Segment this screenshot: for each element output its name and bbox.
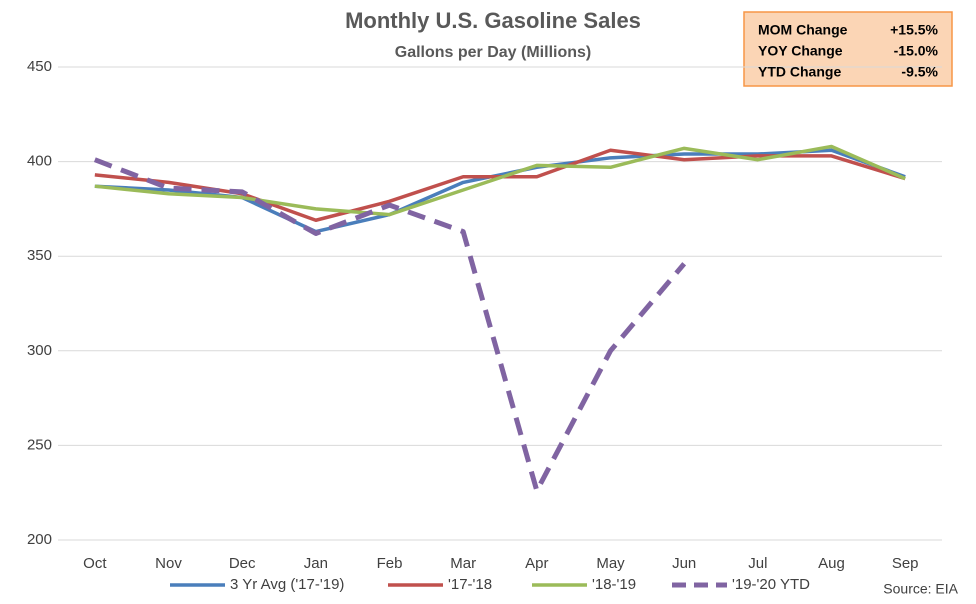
y-tick-label: 200 — [27, 531, 52, 548]
chart-title: Monthly U.S. Gasoline Sales — [345, 8, 641, 33]
x-tick-label: Dec — [229, 555, 256, 572]
legend-label: 3 Yr Avg ('17-'19) — [230, 576, 344, 593]
x-tick-label: Apr — [525, 555, 548, 572]
legend-label: '18-'19 — [592, 576, 636, 593]
x-tick-label: Sep — [892, 555, 919, 572]
series-line — [94, 144, 906, 217]
x-tick-label: Mar — [450, 555, 476, 572]
info-value: -9.5% — [901, 64, 938, 80]
info-value: -15.0% — [894, 43, 939, 59]
chart-subtitle: Gallons per Day (Millions) — [395, 44, 591, 61]
info-box — [743, 11, 953, 87]
y-tick-label: 400 — [27, 153, 52, 170]
x-tick-label: May — [596, 555, 625, 572]
y-tick-label: 300 — [27, 342, 52, 359]
info-label: MOM Change — [758, 22, 848, 38]
info-label: YTD Change — [758, 64, 841, 80]
y-tick-label: 350 — [27, 247, 52, 264]
y-tick-label: 450 — [27, 58, 52, 75]
x-tick-label: Oct — [83, 555, 107, 572]
x-tick-label: Jan — [304, 555, 328, 572]
legend-label: '19-'20 YTD — [732, 576, 810, 593]
x-tick-label: Nov — [155, 555, 182, 572]
legend-label: '17-'18 — [448, 576, 492, 593]
x-tick-label: Jul — [748, 555, 767, 572]
source: Source: EIA — [883, 581, 958, 597]
x-tick-label: Aug — [818, 555, 845, 572]
series-line — [93, 157, 687, 494]
info-value: +15.5% — [890, 22, 938, 38]
x-tick-label: Feb — [377, 555, 403, 572]
info-label: YOY Change — [758, 43, 843, 59]
x-tick-label: Jun — [672, 555, 696, 572]
y-tick-label: 250 — [27, 436, 52, 453]
